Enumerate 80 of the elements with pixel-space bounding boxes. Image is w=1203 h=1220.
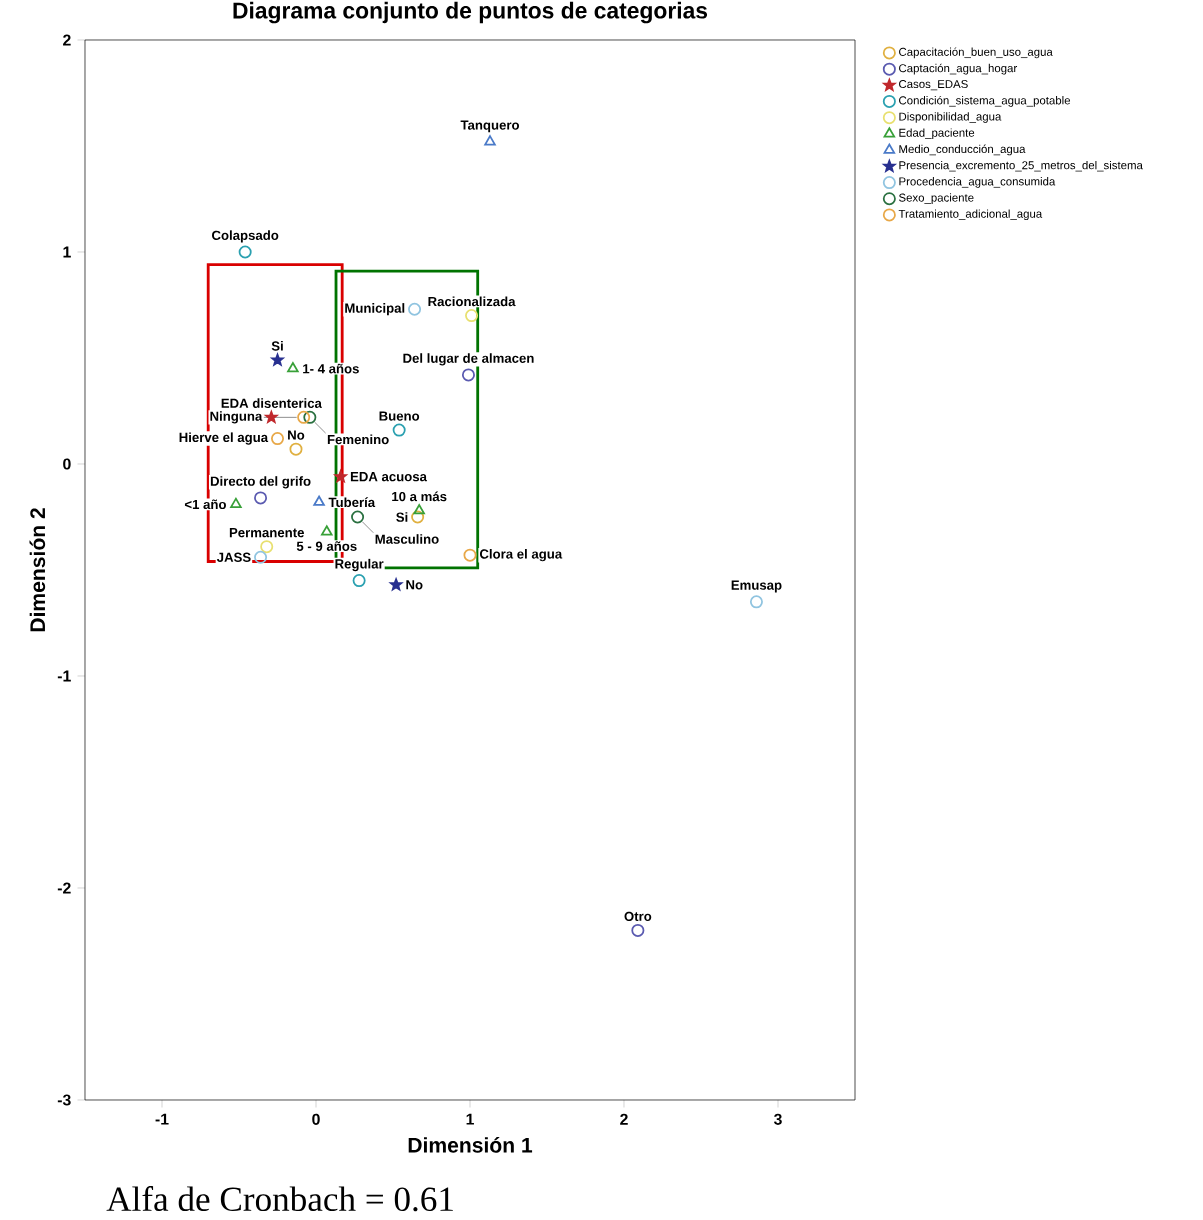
x-tick-label: 1	[466, 1113, 474, 1125]
annotation: Otro	[624, 911, 652, 921]
y-tick-label: 0	[63, 458, 71, 470]
annotation: No	[288, 430, 305, 440]
point	[465, 309, 479, 323]
annotation: 1- 4 años	[303, 363, 359, 374]
annotation: Colapsado	[212, 230, 279, 243]
x-tick-label: 3	[773, 1113, 782, 1125]
point	[238, 245, 252, 259]
annotation: Masculino	[375, 534, 439, 544]
x-axis-title: Dimensión 1	[408, 1136, 533, 1153]
point	[461, 368, 475, 382]
annotation: EDA disenterica	[221, 398, 322, 408]
annotation: Clora el agua	[479, 549, 563, 562]
point	[230, 497, 242, 508]
y-tick-label: -2	[57, 882, 71, 894]
annotation: JASS	[216, 552, 251, 562]
y-tick-label: -3	[57, 1094, 71, 1106]
point	[484, 135, 496, 146]
legend-label: Captación_agua_hogar	[899, 63, 1018, 75]
legend-label: Disponibilidad_agua	[899, 112, 1002, 123]
y-axis-title: Dimensión 2	[29, 508, 46, 632]
annotation: Emusap	[731, 580, 782, 593]
x-tick-label: 0	[312, 1113, 320, 1125]
point	[389, 578, 403, 591]
legend-label: Capacitación_buen_uso_agua	[899, 47, 1053, 59]
point	[303, 410, 317, 424]
annotation: Si	[396, 512, 408, 522]
annotation: Ninguna	[210, 411, 263, 424]
point	[749, 595, 763, 609]
annotation: 5 - 9 años	[296, 541, 357, 551]
point	[289, 442, 303, 456]
point	[352, 574, 366, 588]
annotation: 10 a más	[392, 491, 447, 502]
annotation: Hierve el agua	[179, 432, 269, 445]
y-tick-label: -1	[57, 670, 71, 682]
annotation: Tubería	[328, 497, 376, 508]
annotation: Racionalizada	[428, 296, 516, 307]
point	[254, 491, 268, 505]
annotation: Femenino	[327, 434, 389, 445]
legend-label: Procedencia_agua_consumida	[899, 177, 1056, 188]
x-tick-label: 2	[620, 1113, 628, 1125]
legend-label: Tratamiento_adicional_agua	[898, 209, 1043, 221]
y-tick-label: 2	[63, 34, 71, 46]
y-tick-label: 1	[63, 246, 71, 258]
legend-label: Condición_sistema_agua_potable	[899, 95, 1071, 107]
point	[631, 923, 645, 937]
annotation: Si	[271, 341, 283, 351]
legend-label: Medio_conducción_agua	[899, 144, 1026, 156]
point	[297, 410, 311, 424]
legend-label: Presencia_excremento_25_metros_del_sistema	[899, 160, 1143, 172]
point	[260, 540, 274, 554]
annotation: Municipal	[345, 303, 405, 316]
annotation: EDA acuosa	[350, 472, 428, 482]
point	[413, 504, 425, 515]
annotation: Regular	[335, 558, 384, 572]
point	[463, 548, 477, 562]
annotation: Del lugar de almacen	[403, 353, 534, 366]
legend-label: Edad_paciente	[899, 128, 975, 140]
point	[321, 525, 333, 536]
point	[392, 423, 406, 437]
annotation: Tanquero	[460, 120, 520, 133]
point	[351, 510, 365, 524]
x-tick-label: -1	[155, 1113, 169, 1125]
annotation: Permanente	[229, 528, 304, 538]
point	[287, 362, 299, 373]
legend-label: Sexo_paciente	[899, 193, 974, 204]
annotation: Directo del grifo	[210, 476, 311, 489]
point	[313, 495, 325, 506]
annotation: No	[406, 580, 423, 590]
point	[271, 353, 284, 366]
annotation: Bueno	[379, 411, 420, 421]
point	[271, 432, 284, 446]
legend-label: Casos_EDAS	[899, 80, 968, 91]
annotation: <1 año	[184, 499, 226, 510]
point	[411, 510, 425, 524]
point	[254, 550, 268, 564]
point	[408, 302, 422, 316]
text: Alfa de Cronbach = 0.61	[106, 1186, 453, 1212]
chart-title: Diagrama conjunto de puntos de categorias	[233, 1, 708, 24]
